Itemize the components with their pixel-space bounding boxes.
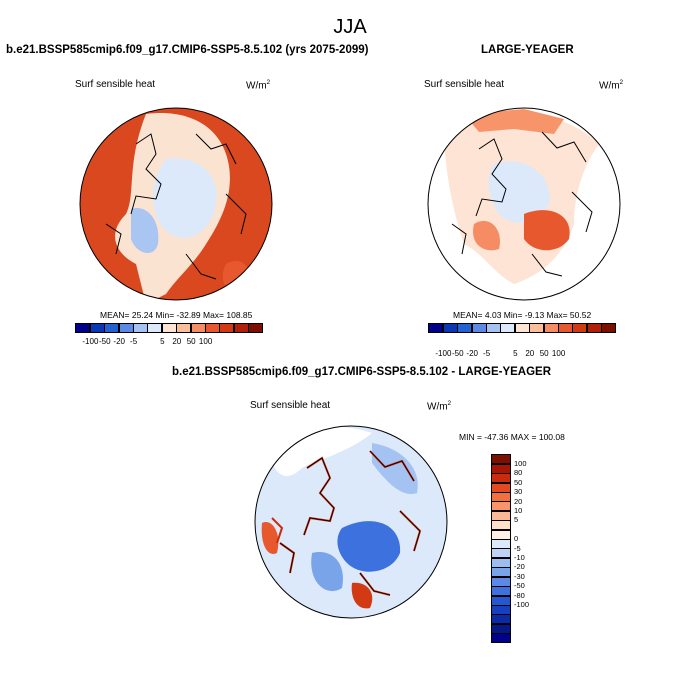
diff-map-warm-coast-south [351, 582, 373, 609]
colorbar-swatch [147, 323, 163, 333]
colorbar-tick-label: 20 [514, 496, 523, 506]
colorbar-swatch [457, 323, 473, 333]
colorbar-tick-label: -5 [514, 543, 521, 553]
figure-title: JJA [333, 16, 367, 38]
colorbar-tick-label: 100 [514, 459, 527, 468]
colorbar-swatch [471, 323, 487, 333]
colorbar-tick-label: 5 [513, 349, 518, 358]
model-map-warm-patch [222, 260, 250, 293]
diff-map-cool-region-east [337, 521, 401, 572]
colorbar-swatch [486, 323, 502, 333]
colorbar-swatch [428, 323, 444, 333]
obs-map-cool-center [488, 161, 550, 223]
colorbar-tick-label: -100 [435, 349, 452, 358]
diff-colorbar [491, 454, 511, 644]
colorbar-tick-label: -50 [99, 337, 111, 346]
colorbar-swatch [572, 323, 588, 333]
colorbar-tick-label: 50 [539, 349, 549, 358]
obs-map-warm-patch-west [473, 220, 500, 251]
diff-map [254, 425, 448, 619]
obs-map-coastline [451, 131, 593, 277]
model-units-label: W/m2 [246, 79, 271, 92]
colorbar-tick-label: 20 [525, 349, 535, 358]
model-colorbar-ticks: -100 -50 -20 -5 5 20 50 100 [76, 337, 271, 349]
colorbar-swatch [233, 323, 249, 333]
colorbar-tick-label: 100 [198, 337, 213, 346]
colorbar-tick-label: -20 [113, 337, 125, 346]
colorbar-tick-label: -30 [514, 571, 525, 581]
diff-stats: MIN = -47.36 MAX = 100.08 [459, 432, 565, 442]
obs-panel-title: LARGE-YEAGER [481, 44, 574, 56]
diff-units-label: W/m2 [427, 400, 452, 413]
model-panel-title: b.e21.BSSP585cmip6.f09_g17.CMIP6-SSP5-8.… [6, 44, 369, 56]
colorbar-swatch [558, 323, 574, 333]
colorbar-tick-label: 5 [514, 515, 519, 525]
colorbar-tick-label: 30 [514, 487, 523, 497]
model-colorbar [75, 323, 264, 333]
colorbar-swatch [161, 323, 177, 333]
colorbar-tick-label: -80 [514, 590, 525, 600]
diff-map-light-cool-background [255, 426, 447, 618]
colorbar-tick-label: 80 [514, 468, 523, 478]
colorbar-tick-label: 50 [186, 337, 196, 346]
model-variable-label: Surf sensible heat [75, 79, 156, 90]
obs-map [427, 107, 621, 301]
diff-map-cool-patch-north [372, 443, 418, 494]
colorbar-swatch [176, 323, 192, 333]
obs-colorbar [428, 323, 617, 333]
colorbar-swatch [104, 323, 120, 333]
diff-colorbar-ticks: 100 80 50 30 20 10 5 0 -5 -10 -20 -30 -50 -80 -100 [514, 455, 544, 615]
colorbar-tick-label: -20 [466, 349, 478, 358]
colorbar-tick-label: -20 [514, 562, 525, 572]
colorbar-tick-label: -10 [514, 553, 525, 562]
diff-map-cool-patch [311, 552, 343, 592]
colorbar-swatch [190, 323, 206, 333]
diff-map-coastline-outline [279, 450, 421, 596]
model-map-cool-region [153, 158, 217, 238]
model-map-coastline [105, 133, 247, 280]
colorbar-swatch [205, 323, 221, 333]
colorbar-tick-label: -5 [130, 337, 138, 346]
colorbar-swatch [500, 323, 516, 333]
colorbar-tick-label: 20 [172, 337, 182, 346]
colorbar-tick-label: 0 [514, 534, 519, 544]
obs-map-warm-patch-north [464, 109, 564, 134]
colorbar-swatch [133, 323, 149, 333]
colorbar-swatch [248, 323, 264, 333]
obs-units-label: W/m2 [599, 79, 624, 92]
colorbar-tick-label: -5 [483, 349, 491, 358]
colorbar-tick-label: -50 [514, 581, 525, 591]
colorbar-swatch [75, 323, 91, 333]
colorbar-swatch [514, 323, 530, 333]
model-map [79, 107, 273, 301]
obs-stats: MEAN= 4.03 Min= -9.13 Max= 50.52 [453, 310, 592, 320]
obs-variable-label: Surf sensible heat [424, 79, 505, 90]
diff-variable-label: Surf sensible heat [250, 400, 331, 411]
colorbar-tick-label: 100 [551, 349, 566, 358]
colorbar-tick-label: 5 [160, 337, 165, 346]
colorbar-tick-label: -100 [82, 337, 99, 346]
model-map-cool-patch [131, 208, 159, 254]
colorbar-swatch [601, 323, 617, 333]
obs-colorbar-ticks: -100 -50 -20 -5 5 20 50 100 [429, 349, 624, 361]
obs-map-warm-patch-east [524, 210, 570, 251]
colorbar-swatch [442, 323, 458, 333]
colorbar-swatch [586, 323, 602, 333]
colorbar-swatch [543, 323, 559, 333]
diff-panel-title: b.e21.BSSP585cmip6.f09_g17.CMIP6-SSP5-8.… [172, 366, 552, 378]
colorbar-tick-label: 10 [514, 506, 523, 515]
colorbar-swatch [491, 633, 511, 644]
colorbar-tick-label: -100 [514, 600, 530, 609]
colorbar-tick-label: 50 [514, 477, 523, 487]
colorbar-swatch [118, 323, 134, 333]
colorbar-swatch [89, 323, 105, 333]
colorbar-tick-label: -50 [452, 349, 464, 358]
diff-map-warm-coast-west [261, 522, 279, 554]
model-stats: MEAN= 25.24 Min= -32.89 Max= 108.85 [100, 310, 253, 320]
colorbar-swatch [529, 323, 545, 333]
colorbar-swatch [219, 323, 235, 333]
